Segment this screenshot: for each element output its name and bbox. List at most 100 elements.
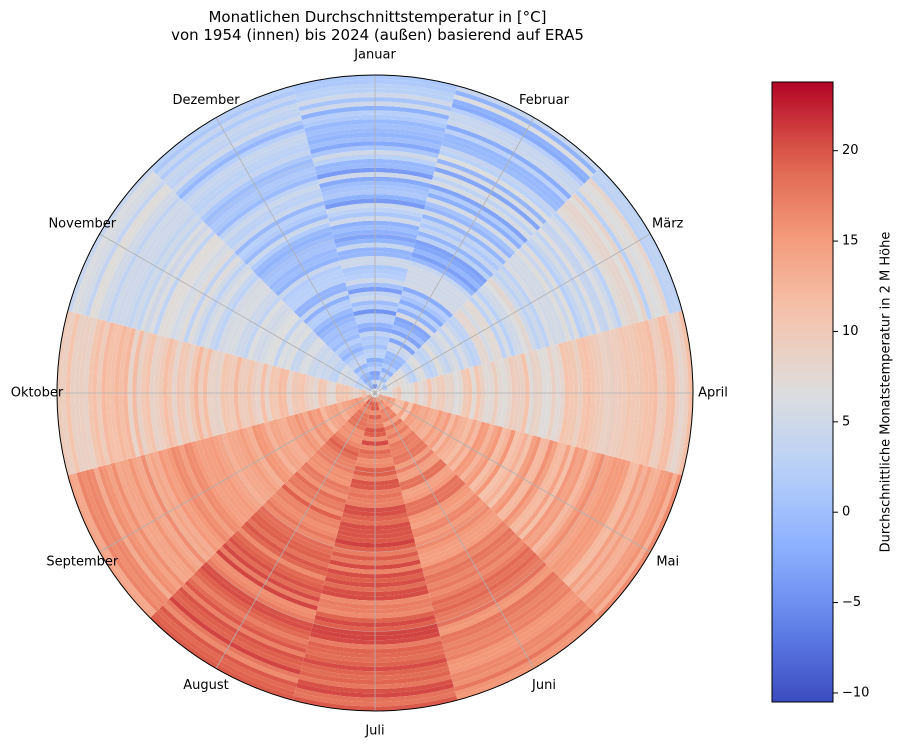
heatmap-cell <box>162 102 299 184</box>
heatmap-cell <box>96 320 111 466</box>
heatmap-cell <box>330 555 420 566</box>
heatmap-cell <box>518 246 576 341</box>
heatmap-cell <box>221 183 321 244</box>
heatmap-cell <box>208 436 257 515</box>
heatmap-cell <box>439 149 554 219</box>
heatmap-cell <box>212 552 317 615</box>
heatmap-cell <box>665 314 680 472</box>
heatmap-cell <box>250 514 331 564</box>
heatmap-cell <box>435 162 544 228</box>
heatmap-cell <box>144 453 210 562</box>
heatmap-cell <box>337 247 413 257</box>
heatmap-cell <box>237 527 326 581</box>
heatmap-cell <box>156 94 297 178</box>
heatmap-cell <box>440 571 557 641</box>
heatmap-cell <box>323 194 427 206</box>
heatmap-cell <box>114 202 188 325</box>
heatmap-cell <box>313 619 437 632</box>
heatmap-cell <box>275 489 340 530</box>
heatmap-cell <box>339 256 411 266</box>
heatmap-cell <box>449 595 582 675</box>
heatmap-cell <box>427 192 522 250</box>
heatmap-cell <box>590 174 674 315</box>
heatmap-cell <box>278 260 341 300</box>
heatmap-cell <box>412 496 482 539</box>
heatmap-cell <box>453 311 486 365</box>
heatmap-cell <box>243 521 329 573</box>
heatmap-cell <box>440 145 557 215</box>
heatmap-cell <box>660 315 676 471</box>
heatmap-cell <box>304 653 446 667</box>
heatmap-cell <box>307 132 443 146</box>
heatmap-cell <box>153 451 216 556</box>
heatmap-cell <box>287 273 345 309</box>
heatmap-cell <box>622 325 636 461</box>
heatmap-cell <box>635 322 649 464</box>
heatmap-cell <box>588 334 601 452</box>
heatmap-cell <box>212 171 317 234</box>
heatmap-cell <box>272 318 304 367</box>
heatmap-cell <box>308 636 442 650</box>
heatmap-cell <box>490 274 538 351</box>
heatmap-cell <box>89 183 169 318</box>
heatmap-cell <box>397 303 441 331</box>
heatmap-cell <box>528 449 589 550</box>
heatmap-cell <box>217 277 263 352</box>
heatmap-cell <box>543 221 610 332</box>
heatmap-cell <box>648 318 663 468</box>
heatmap-cell <box>329 559 421 570</box>
heatmap-cell <box>428 188 525 247</box>
heatmap-cell <box>630 323 645 463</box>
heatmap-cell <box>559 205 631 326</box>
heatmap-cell <box>259 505 334 551</box>
heatmap-cell <box>427 536 522 594</box>
heatmap-cell <box>553 211 623 328</box>
heatmap-cell <box>396 307 438 334</box>
heatmap-cell <box>584 335 596 451</box>
heatmap-cell <box>264 421 297 475</box>
heatmap-cell <box>481 283 525 355</box>
heatmap-cell <box>420 218 504 269</box>
heatmap-cell <box>465 299 503 360</box>
heatmap-cell <box>417 230 494 278</box>
heatmap-cell <box>268 247 338 290</box>
heatmap-cell <box>450 599 585 679</box>
heatmap-cell <box>524 351 534 435</box>
heatmap-cell <box>443 418 474 465</box>
heatmap-cell <box>187 442 241 531</box>
heatmap-cell <box>84 469 166 606</box>
heatmap-cell <box>493 436 542 515</box>
heatmap-cell <box>518 445 576 540</box>
heatmap-cell <box>221 280 266 353</box>
heatmap-cell <box>225 283 269 355</box>
heatmap-cell <box>677 310 693 476</box>
heatmap-cell <box>242 427 282 490</box>
colorbar: −10 −5 0 5 10 15 20 Durchschnittliche Monatstem… <box>771 81 894 703</box>
heatmap-cell <box>228 192 323 250</box>
heatmap-cell <box>496 268 546 349</box>
heatmap-cell <box>106 196 182 323</box>
heatmap-cell <box>289 414 316 456</box>
heatmap-cell <box>506 441 559 528</box>
heatmap-cell <box>211 350 222 436</box>
heatmap-cell <box>140 332 154 454</box>
heatmap-cell <box>136 455 204 568</box>
heatmap-cell <box>487 434 533 509</box>
heatmap-cell <box>565 199 640 324</box>
heatmap-cell <box>224 354 235 432</box>
heatmap-cell <box>247 299 285 360</box>
heatmap-cell <box>509 442 563 531</box>
heatmap-cell <box>163 338 175 448</box>
heatmap-cell <box>417 508 494 556</box>
heatmap-cell <box>110 462 185 587</box>
heatmap-cell <box>80 177 163 316</box>
heatmap-cell <box>434 166 541 231</box>
heatmap-cell <box>440 324 469 369</box>
heatmap-cell <box>410 256 475 297</box>
heatmap-cell <box>114 325 128 461</box>
heatmap-cell <box>502 357 512 429</box>
heatmap-cell <box>70 314 85 472</box>
heatmap-cell <box>101 193 179 321</box>
heatmap-cell <box>531 450 593 553</box>
heatmap-cell <box>531 233 593 336</box>
